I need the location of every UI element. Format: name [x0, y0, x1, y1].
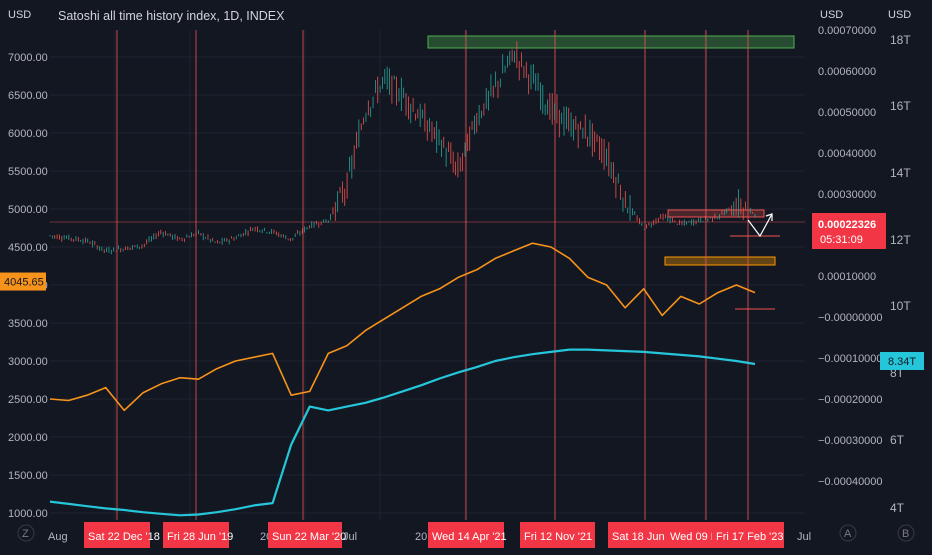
mid-axis-tick: −0.00030000 [818, 435, 883, 447]
event-date-label: Sat 22 Dec '18 [88, 531, 160, 543]
auto-scale-button-ring[interactable] [839, 524, 857, 542]
right-axis-tick: 4T [890, 501, 905, 515]
mid-axis-unit: USD [820, 9, 844, 21]
right-axis-tick: 18T [890, 33, 911, 47]
mid-axis-tick: 0.00070000 [818, 25, 876, 37]
event-date-label: Sun 22 Mar '20 [272, 531, 346, 543]
mid-axis-tick: −0.00020000 [818, 394, 883, 406]
resistance-zone-green [427, 35, 795, 49]
left-scale-button-ring[interactable] [17, 524, 35, 542]
left-current-value: 4045.65 [4, 277, 44, 289]
left-axis-tick: 6000.00 [8, 128, 48, 140]
orange-series-line [49, 242, 756, 412]
mid-axis-tick: 0.00010000 [818, 271, 876, 283]
left-axis-tick: 7000.00 [8, 52, 48, 64]
event-date-tag [268, 522, 342, 548]
cyan-series-line [49, 348, 756, 517]
projection-arrow-head [765, 213, 773, 221]
projection-arrow [747, 213, 773, 238]
mid-axis-tick: −0.00040000 [818, 476, 883, 488]
right-current-tag [880, 352, 924, 370]
mid-axis-tick: −0.00010000 [818, 353, 883, 365]
right-axis-tick: 12T [890, 233, 911, 247]
mid-axis-tick: 0.00050000 [818, 107, 876, 119]
left-axis-tick: 2000.00 [8, 432, 48, 444]
right-axis-tick: 10T [890, 299, 911, 313]
x-axis-tick: Jul [343, 531, 357, 543]
resistance-zone-red [667, 209, 765, 218]
left-axis-tick: 6500.00 [8, 90, 48, 102]
event-date-label: Wed 14 Apr '21 [432, 531, 507, 543]
left-axis-tick: 3000.00 [8, 356, 48, 368]
right-axis-unit: USD [888, 9, 912, 21]
auto-scale-button[interactable]: A [844, 528, 852, 540]
support-zone-orange [664, 256, 776, 266]
event-date-label: Wed 09 N [670, 531, 719, 543]
event-date-tag [428, 522, 504, 548]
mid-axis-tick: 0.00040000 [818, 148, 876, 160]
event-date-label: Fri 17 Feb '23 [716, 531, 784, 543]
event-date-label: Sat 18 Jun ' [612, 531, 670, 543]
event-date-tag [608, 522, 676, 548]
left-axis-tick: 2500.00 [8, 394, 48, 406]
right-axis-tick: 14T [890, 166, 911, 180]
event-date-tag [520, 522, 595, 548]
mid-axis-tick: −0.00000000 [818, 312, 883, 324]
right-axis-tick: 6T [890, 433, 905, 447]
left-axis-tick: 4500.00 [8, 242, 48, 254]
left-axis-tick: 1500.00 [8, 470, 48, 482]
mid-current-value: 0.00022326 [818, 219, 876, 231]
left-current-tag [0, 272, 46, 291]
event-date-label: Fri 28 Jun '19 [167, 531, 233, 543]
chart-title: Satoshi all time history index, 1D, INDE… [58, 9, 285, 23]
left-scale-button[interactable]: Z [22, 528, 29, 540]
mid-current-tag [812, 213, 886, 249]
mid-axis-tick: 0.00060000 [818, 66, 876, 78]
mid-axis-tick: 0.00030000 [818, 189, 876, 201]
event-date-tag [84, 522, 150, 548]
right-scale-button-ring[interactable] [897, 524, 915, 542]
right-scale-button[interactable]: B [902, 528, 909, 540]
left-axis-tick: 3500.00 [8, 318, 48, 330]
x-axis-tick: Aug [48, 531, 68, 543]
event-date-label: Fri 12 Nov '21 [524, 531, 592, 543]
x-axis-tick-prefix: 20 [415, 531, 427, 543]
overlay-layer [747, 213, 773, 238]
zone-layer [50, 35, 805, 310]
event-date-tag [163, 522, 229, 548]
right-current-value: 8.34T [888, 356, 916, 368]
axis-layer: 7000.00 6500.00 6000.00 5500.00 5000.00 4500.… [0, 25, 924, 520]
series-layer [49, 41, 756, 517]
left-axis-tick: 1000.00 [8, 508, 48, 520]
left-axis-unit: USD [8, 9, 32, 21]
left-axis-tick: 5000.00 [8, 204, 48, 216]
mid-countdown: 05:31:09 [820, 234, 863, 246]
left-axis-tick: 5500.00 [8, 166, 48, 178]
right-axis-tick: 16T [890, 99, 911, 113]
event-date-tag [712, 522, 784, 548]
x-axis-tick: Jul [797, 531, 811, 543]
